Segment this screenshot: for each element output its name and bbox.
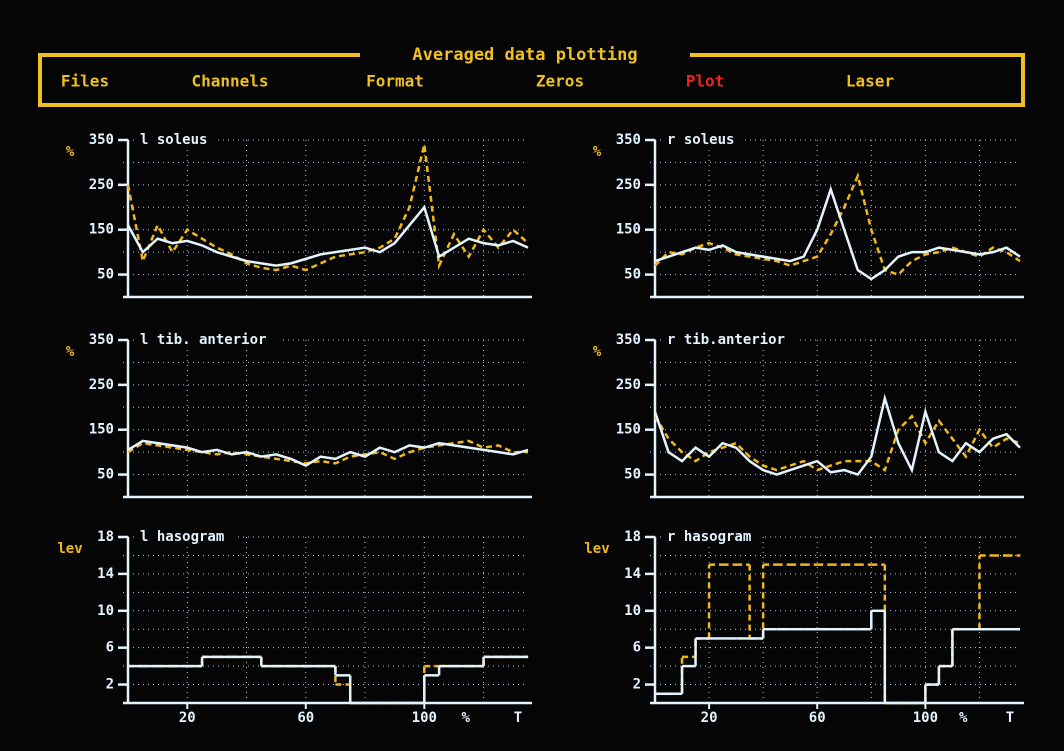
y-unit: lev	[584, 541, 609, 557]
menu-item[interactable]: Zeros	[536, 72, 584, 91]
y-unit: %	[66, 144, 75, 160]
y-tick-label: 350	[89, 332, 114, 348]
y-tick-label: 10	[624, 603, 641, 619]
y-tick-label: 2	[106, 677, 114, 693]
x-tick-label: 60	[809, 710, 826, 726]
y-unit: %	[593, 344, 602, 360]
y-tick-label: 250	[616, 377, 641, 393]
y-tick-label: 50	[624, 267, 641, 283]
x-unit: %	[462, 710, 471, 726]
menu-title: Averaged data plotting	[412, 45, 637, 65]
y-tick-label: 14	[97, 566, 114, 582]
chart-title: l soleus	[140, 132, 207, 148]
chart-title: l hasogram	[140, 529, 224, 545]
y-tick-label: 14	[624, 566, 641, 582]
x-tick-label: 60	[297, 710, 314, 726]
y-tick-label: 18	[97, 529, 114, 545]
x-tick-label: 20	[179, 710, 196, 726]
background	[0, 0, 1064, 751]
x-tick-label: 100	[412, 710, 437, 726]
menu-item[interactable]: Laser	[846, 72, 894, 91]
menu-item[interactable]: Format	[366, 72, 424, 91]
y-tick-label: 150	[616, 422, 641, 438]
y-unit: lev	[57, 541, 82, 557]
y-tick-label: 350	[616, 132, 641, 148]
y-tick-label: 18	[624, 529, 641, 545]
y-tick-label: 350	[89, 132, 114, 148]
y-tick-label: 6	[633, 640, 641, 656]
x-end-label: T	[514, 710, 522, 726]
menu-item[interactable]: Files	[61, 72, 109, 91]
chart-title: l tib. anterior	[140, 332, 266, 348]
y-tick-label: 150	[616, 222, 641, 238]
y-tick-label: 350	[616, 332, 641, 348]
y-tick-label: 50	[97, 267, 114, 283]
y-tick-label: 250	[89, 377, 114, 393]
y-unit: %	[593, 144, 602, 160]
y-tick-label: 6	[106, 640, 114, 656]
screen: Averaged data plotting Files Channels Forma…	[0, 0, 1064, 751]
page: Averaged data plotting Files Channels Forma…	[0, 0, 1064, 751]
y-tick-label: 150	[89, 422, 114, 438]
y-tick-label: 50	[97, 467, 114, 483]
y-tick-label: 150	[89, 222, 114, 238]
chart-title: r soleus	[667, 132, 734, 148]
menu-item[interactable]: Plot	[686, 72, 725, 91]
x-end-label: T	[1006, 710, 1014, 726]
y-tick-label: 50	[624, 467, 641, 483]
y-tick-label: 2	[633, 677, 641, 693]
chart-title: r tib.anterior	[667, 332, 785, 348]
y-tick-label: 10	[97, 603, 114, 619]
x-tick-label: 20	[701, 710, 718, 726]
x-tick-label: 100	[913, 710, 938, 726]
y-unit: %	[66, 344, 75, 360]
menu-item[interactable]: Channels	[191, 72, 268, 91]
x-unit: %	[959, 710, 968, 726]
y-tick-label: 250	[89, 177, 114, 193]
chart-title: r hasogram	[667, 529, 751, 545]
y-tick-label: 250	[616, 177, 641, 193]
